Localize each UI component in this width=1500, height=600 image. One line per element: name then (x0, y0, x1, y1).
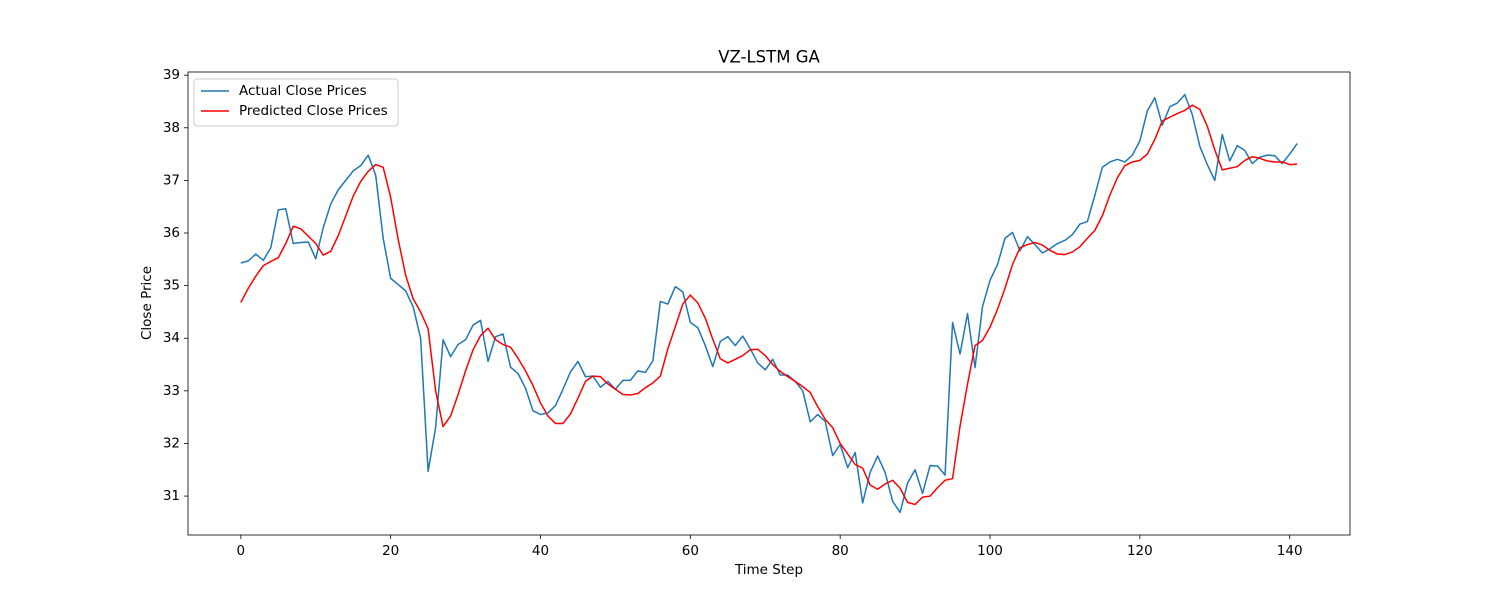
x-tick-label: 20 (382, 543, 399, 559)
y-tick-label: 33 (163, 383, 180, 399)
legend-box (193, 78, 399, 127)
y-tick-label: 35 (163, 278, 180, 294)
plot-frame (187, 71, 1351, 536)
x-axis-label: Time Step (734, 562, 803, 578)
data-line (240, 104, 1298, 506)
y-tick-label: 39 (163, 67, 180, 83)
x-tick-label: 140 (1277, 543, 1303, 559)
x-tick-label: 80 (832, 543, 849, 559)
y-tick-label: 37 (163, 172, 180, 188)
legend-label: Predicted Close Prices (239, 103, 388, 119)
y-tick-label: 38 (163, 120, 180, 136)
x-tick-label: 60 (682, 543, 699, 559)
x-tick-label: 100 (977, 543, 1003, 559)
y-tick-label: 36 (163, 225, 180, 241)
legend: Actual Close Prices Predicted Close Price… (193, 78, 399, 127)
y-tick-label: 32 (163, 435, 180, 451)
x-tick-label: 40 (532, 543, 549, 559)
x-tick-label: 0 (237, 543, 246, 559)
data-line (240, 93, 1298, 514)
y-tick-label: 31 (163, 488, 180, 504)
x-tick-label: 120 (1127, 543, 1153, 559)
y-axis-label: Close Price (139, 266, 155, 340)
legend-label: Actual Close Prices (239, 83, 367, 99)
y-tick-label: 34 (163, 330, 180, 346)
chart-title: VZ-LSTM GA (718, 48, 820, 67)
